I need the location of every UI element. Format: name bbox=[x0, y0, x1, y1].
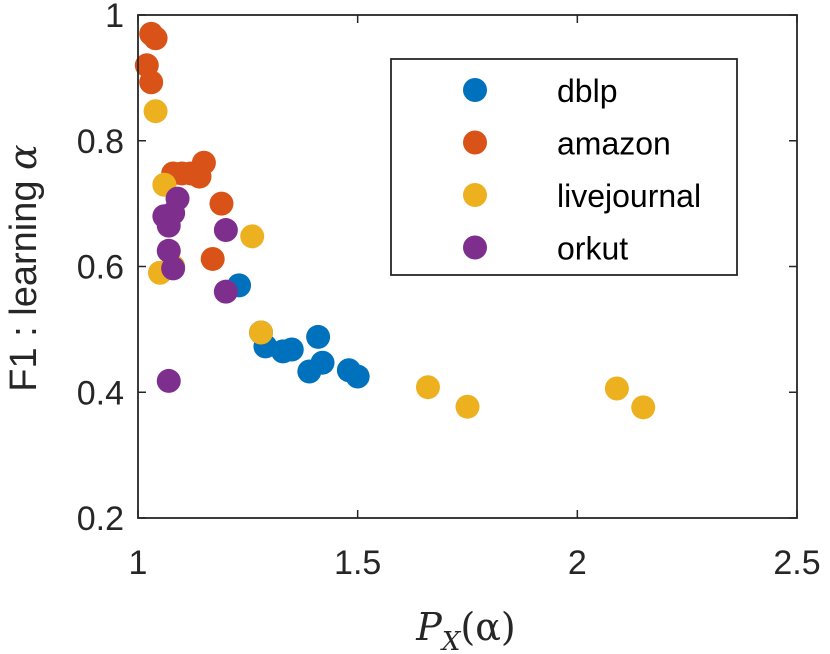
data-point-amazon bbox=[209, 191, 234, 216]
y-tick-label: 0.2 bbox=[77, 500, 124, 538]
legend-marker-dblp bbox=[463, 78, 487, 102]
data-point-dblp bbox=[279, 337, 304, 362]
x-axis-label-main: P bbox=[415, 605, 443, 649]
data-point-amazon bbox=[139, 70, 164, 95]
data-point-livejournal bbox=[240, 224, 265, 249]
data-point-livejournal bbox=[415, 375, 440, 400]
y-tick-label: 0.8 bbox=[77, 123, 124, 161]
legend-marker-orkut bbox=[463, 235, 487, 260]
y-tick-label: 0.6 bbox=[77, 249, 124, 287]
legend-box bbox=[390, 58, 738, 276]
data-point-livejournal bbox=[455, 394, 480, 419]
legend-label-dblp: dblp bbox=[557, 73, 618, 109]
data-point-amazon bbox=[191, 150, 216, 175]
x-tick-label: 1 bbox=[129, 544, 148, 582]
y-axis-label-symbol: α bbox=[1, 144, 45, 170]
x-tick-label: 2 bbox=[568, 544, 587, 582]
data-point-livejournal bbox=[604, 376, 629, 401]
x-axis-label-sub: X bbox=[440, 627, 462, 654]
data-point-livejournal bbox=[249, 320, 274, 345]
x-axis-label-arg: (α) bbox=[460, 605, 515, 649]
data-point-dblp bbox=[306, 324, 331, 349]
legend-marker-livejournal bbox=[463, 183, 487, 207]
data-point-amazon bbox=[200, 246, 225, 271]
data-point-orkut bbox=[161, 256, 186, 281]
legend-label-livejournal: livejournal bbox=[557, 178, 701, 214]
data-point-orkut bbox=[213, 279, 238, 304]
data-point-dblp bbox=[345, 364, 370, 389]
x-tick-label: 2.5 bbox=[773, 544, 820, 582]
data-points bbox=[134, 21, 656, 420]
x-axis-label: PX(α) bbox=[415, 605, 515, 654]
data-point-orkut bbox=[156, 368, 181, 393]
data-point-orkut bbox=[213, 218, 238, 243]
legend-label-amazon: amazon bbox=[557, 126, 671, 162]
tick-labels: 1 1.5 2 2.5 0.2 0.4 0.6 0.8 1 bbox=[77, 0, 821, 582]
y-axis-label-text: F1 : learning bbox=[3, 170, 45, 392]
data-point-amazon bbox=[143, 26, 168, 51]
y-tick-label: 1 bbox=[105, 0, 124, 35]
y-tick-label: 0.4 bbox=[77, 374, 124, 412]
x-tick-label: 1.5 bbox=[334, 544, 381, 582]
y-axis-label: F1 : learning α bbox=[1, 144, 45, 391]
data-point-dblp bbox=[310, 350, 335, 375]
legend-label-orkut: orkut bbox=[557, 231, 628, 267]
legend-marker-amazon bbox=[463, 130, 487, 155]
data-point-livejournal bbox=[143, 99, 168, 124]
data-point-livejournal bbox=[631, 395, 656, 420]
axes-frame bbox=[137, 14, 798, 519]
data-point-orkut bbox=[156, 213, 181, 238]
axes-box bbox=[137, 14, 798, 519]
legend: dblp amazon livejournal orkut bbox=[390, 58, 738, 276]
